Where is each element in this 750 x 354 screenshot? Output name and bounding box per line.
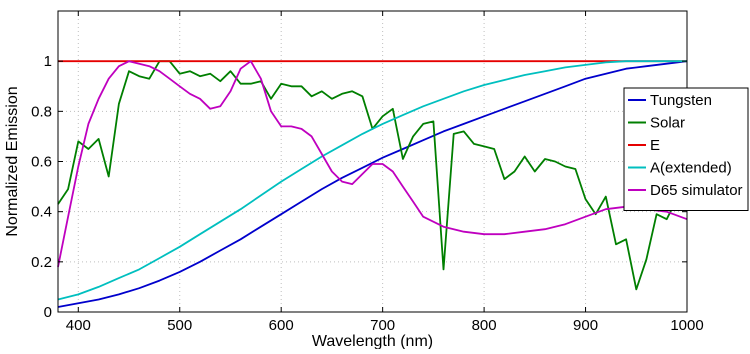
y-tick-label: 0.4 xyxy=(31,204,52,221)
series-line-a-extended xyxy=(57,60,687,301)
x-tick-label: 900 xyxy=(573,317,598,334)
legend-label-d65-simulator: D65 simulator xyxy=(650,182,743,199)
x-tick-label: 500 xyxy=(167,317,192,334)
x-tick-label: 800 xyxy=(472,317,497,334)
legend-label-solar: Solar xyxy=(650,115,685,132)
y-tick-label: 0.6 xyxy=(31,154,52,171)
grid-layer xyxy=(58,11,688,313)
y-tick-label: 0.8 xyxy=(31,103,52,120)
plot-frame xyxy=(57,10,688,313)
x-tick-label: 700 xyxy=(370,317,395,334)
legend: Tungsten Solar E A(extended) D65 simulator xyxy=(623,87,749,211)
y-tick-label: 0.2 xyxy=(31,254,52,271)
x-tick-label: 1000 xyxy=(670,317,703,334)
series-line-solar xyxy=(57,60,687,291)
x-tick-label: 600 xyxy=(269,317,294,334)
legend-label-e: E xyxy=(650,137,660,154)
x-tick-label: 400 xyxy=(66,317,91,334)
x-axis-label: Wavelength (nm) xyxy=(312,333,433,349)
y-tick-label: 1 xyxy=(44,53,52,70)
series-layer xyxy=(57,60,688,308)
series-line-tungsten xyxy=(57,60,688,308)
y-axis-label: Normalized Emission xyxy=(4,86,21,236)
legend-label-a-extended: A(extended) xyxy=(650,160,732,177)
y-tick-label: 0 xyxy=(44,304,52,321)
legend-label-tungsten: Tungsten xyxy=(650,92,712,109)
series-line-d65-simulator xyxy=(57,60,688,268)
tick-layer: 400 500 600 700 800 900 1000 0 0.2 0.4 0.6 0.8 1 xyxy=(31,11,704,334)
